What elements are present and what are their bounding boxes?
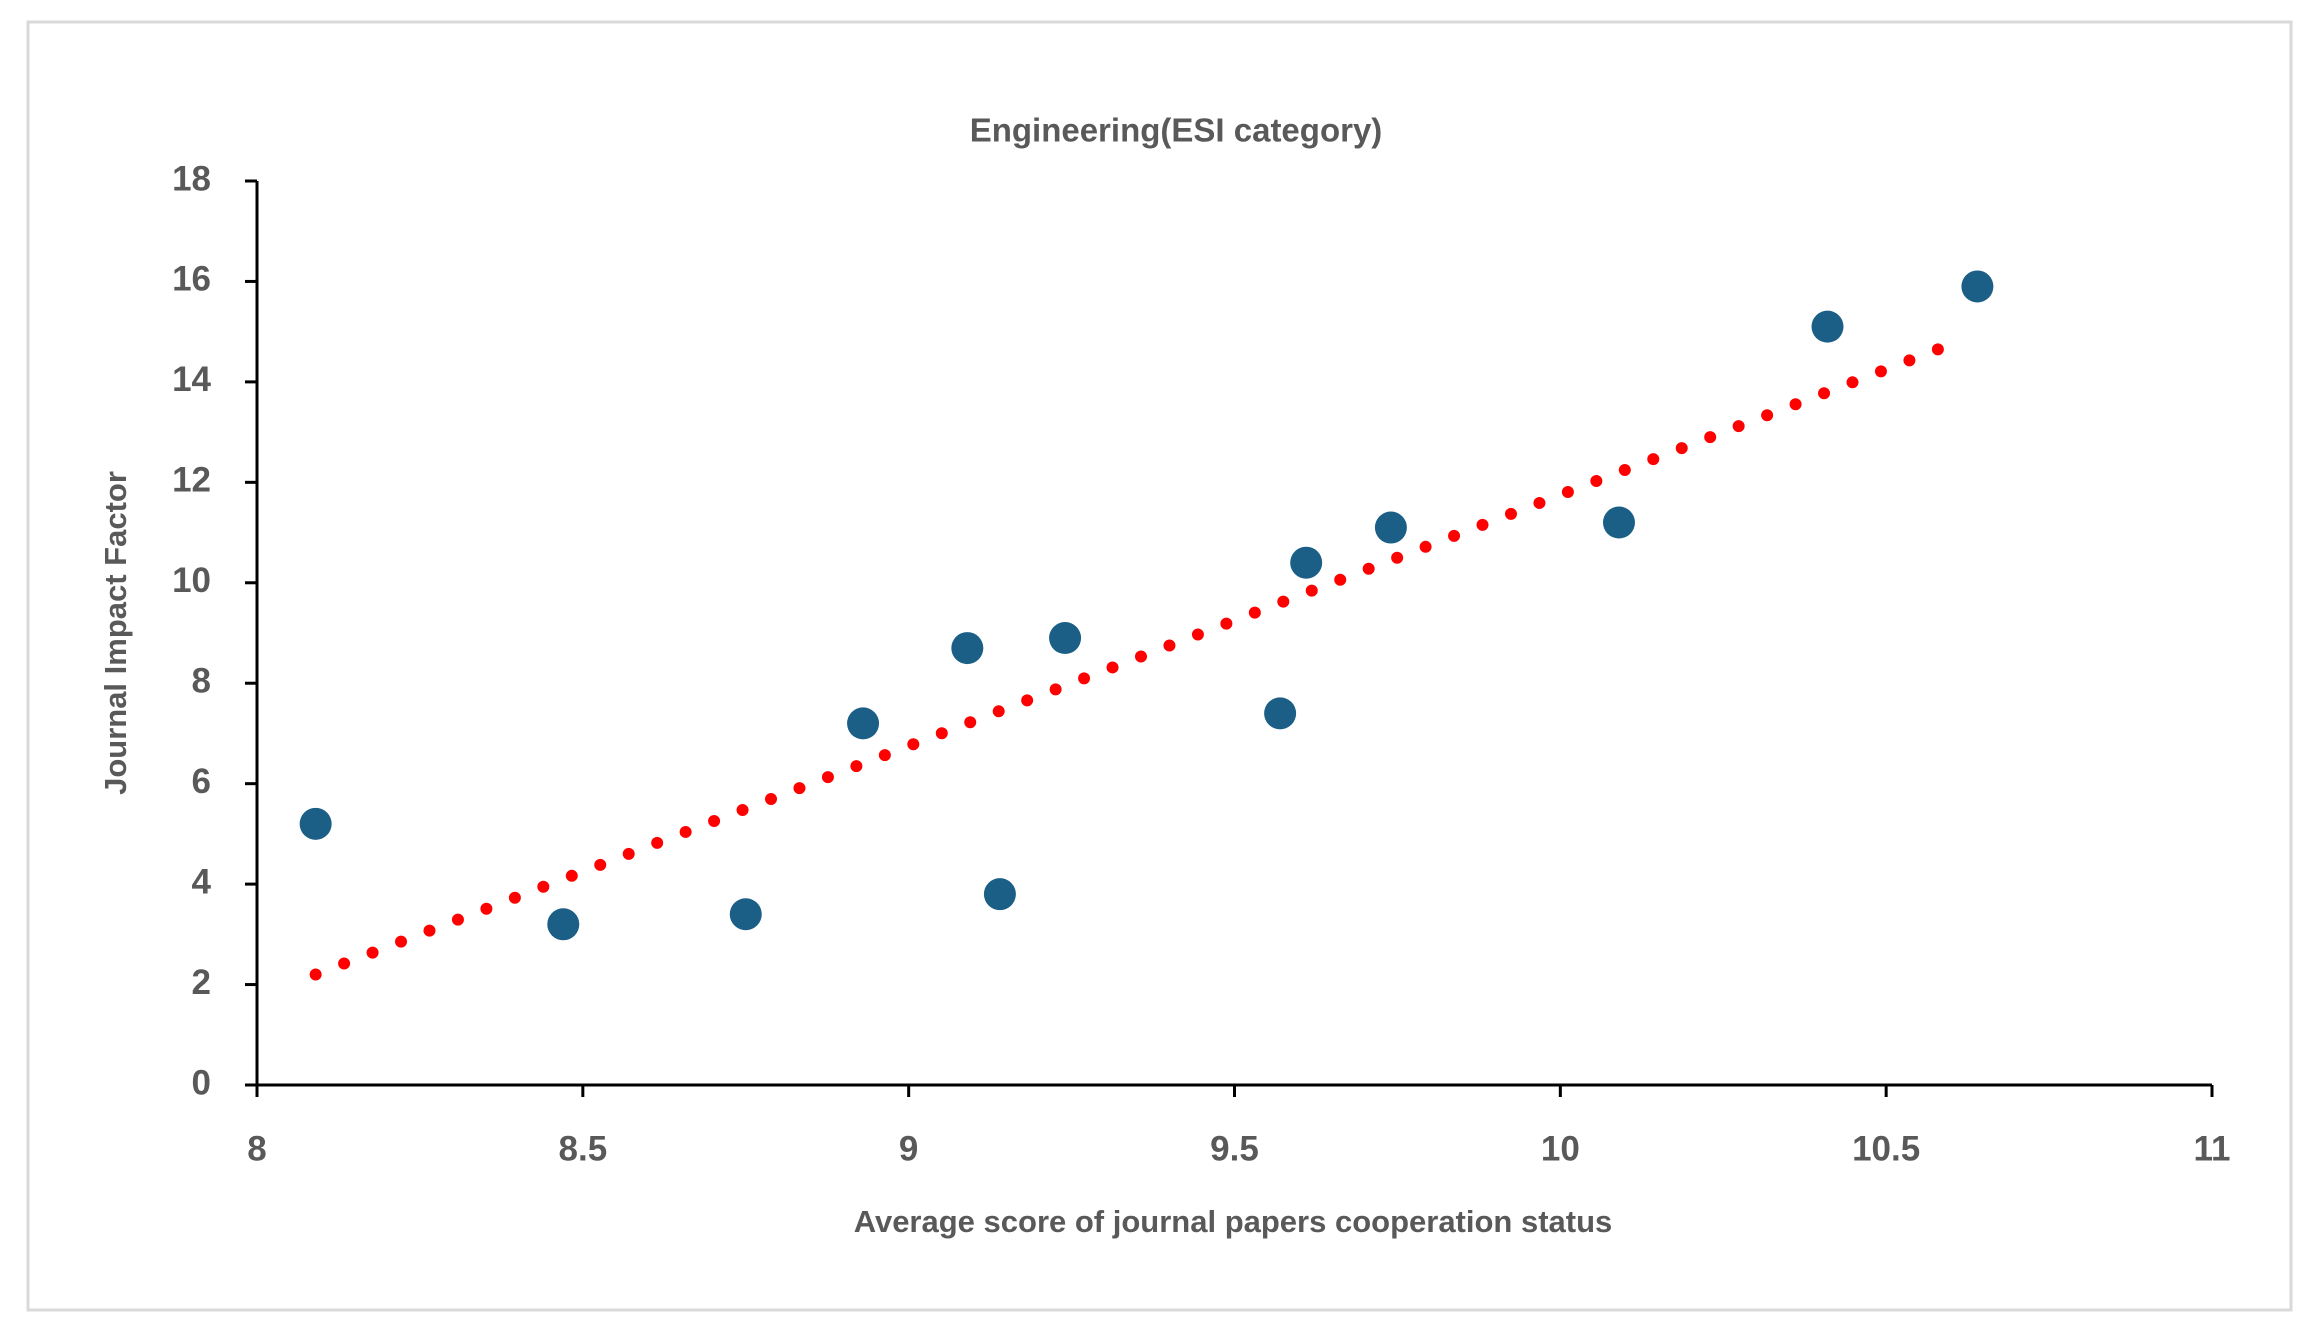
y-tick-label: 12 xyxy=(172,461,211,500)
y-tick-label: 4 xyxy=(192,862,212,901)
y-tick-label: 18 xyxy=(172,159,211,198)
y-tick-label: 0 xyxy=(192,1063,211,1102)
trendline xyxy=(309,335,1964,981)
data-point xyxy=(1290,546,1323,579)
data-point xyxy=(547,908,580,941)
x-axis-title: Average score of journal papers cooperat… xyxy=(854,1204,1613,1239)
y-axis-title: Journal Impact Factor xyxy=(98,471,133,795)
data-point xyxy=(1264,697,1297,730)
data-point xyxy=(729,898,762,931)
x-tick-label: 10 xyxy=(1541,1129,1580,1168)
chart-title: Engineering(ESI category) xyxy=(970,112,1383,149)
x-tick-label: 10.5 xyxy=(1852,1129,1920,1168)
x-tick-label: 9.5 xyxy=(1210,1129,1259,1168)
y-tick-label: 14 xyxy=(172,360,211,399)
data-point xyxy=(1049,622,1082,655)
data-point xyxy=(1602,506,1635,539)
data-point xyxy=(983,878,1016,911)
data-point xyxy=(1811,310,1844,343)
y-tick-label: 10 xyxy=(172,561,211,600)
chart-border xyxy=(26,20,2293,1312)
y-tick-label: 16 xyxy=(172,260,211,299)
y-tick-label: 6 xyxy=(192,762,211,801)
x-tick-label: 9 xyxy=(899,1129,918,1168)
x-tick-label: 11 xyxy=(2194,1129,2231,1168)
data-point xyxy=(847,707,880,740)
x-tick-label: 8.5 xyxy=(559,1129,608,1168)
y-tick-label: 2 xyxy=(192,963,211,1002)
data-point xyxy=(951,632,984,665)
data-point xyxy=(1961,270,1994,303)
data-point xyxy=(1374,511,1407,544)
y-tick-label: 8 xyxy=(192,661,211,700)
x-tick-label: 8 xyxy=(247,1129,266,1168)
data-point xyxy=(299,807,332,840)
